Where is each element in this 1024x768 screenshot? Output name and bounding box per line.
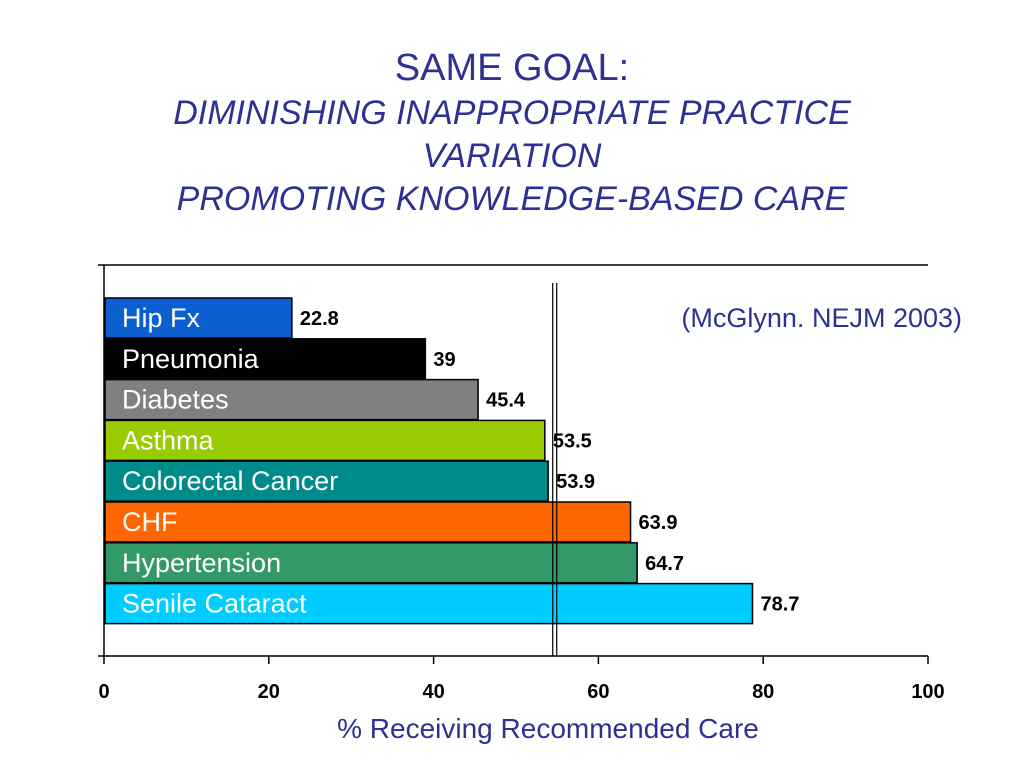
x-tick-label: 60 (587, 681, 609, 703)
x-tick-label: 100 (911, 681, 944, 703)
bar-category-label: Hypertension (122, 548, 281, 578)
bar-value-label: 22.8 (300, 308, 339, 330)
x-axis-title: % Receiving Recommended Care (337, 713, 759, 744)
x-tick-label: 0 (98, 681, 109, 703)
x-axis-ticks: 0 20 40 60 80 100 (98, 656, 945, 703)
slide-title: SAME GOAL: DIMINISHING INAPPROPRIATE PRA… (0, 44, 1024, 221)
bar-colorectal-cancer (104, 460, 549, 502)
bar-pneumonia (104, 338, 427, 380)
x-tick-label: 80 (752, 681, 774, 703)
bar-category-label: Senile Cataract (122, 589, 307, 619)
bar-category-label: CHF (122, 507, 178, 537)
bar-value-label: 63.9 (639, 512, 678, 534)
bar-value-label: 45.4 (486, 390, 526, 412)
title-line-2: DIMINISHING INAPPROPRIATE PRACTICE (173, 94, 851, 132)
bar-value-label: 64.7 (645, 553, 684, 575)
bar-category-label: Colorectal Cancer (122, 466, 338, 496)
bar-value-label: 78.7 (760, 594, 799, 616)
bar-category-label: Hip Fx (122, 303, 201, 333)
citation-note: (McGlynn. NEJM 2003) (681, 303, 962, 333)
bars-group: Hip Fx 22.8 Pneumonia 39 Diabetes 45.4 Asthma 5… (104, 283, 799, 656)
title-line-3: VARIATION (422, 137, 602, 175)
bar-value-label: 53.5 (553, 430, 592, 452)
bar-chf (104, 501, 632, 543)
chart-frame (98, 264, 928, 657)
bar-hip-fx (104, 297, 293, 339)
x-tick-label: 40 (422, 681, 444, 703)
title-line-4: PROMOTING KNOWLEDGE-BASED CARE (176, 180, 848, 218)
bar-category-label: Pneumonia (122, 344, 260, 374)
x-tick-label: 20 (258, 681, 280, 703)
bar-category-label: Diabetes (122, 385, 229, 415)
title-line-1: SAME GOAL: (394, 47, 630, 89)
bar-value-label: 39 (433, 349, 455, 371)
bar-hypertension (104, 542, 638, 584)
bar-asthma (104, 419, 546, 462)
bar-senile-cataract (104, 582, 754, 625)
bar-value-label: 53.9 (556, 471, 595, 493)
bar-category-label: Asthma (122, 425, 215, 455)
bar-diabetes (104, 378, 479, 421)
